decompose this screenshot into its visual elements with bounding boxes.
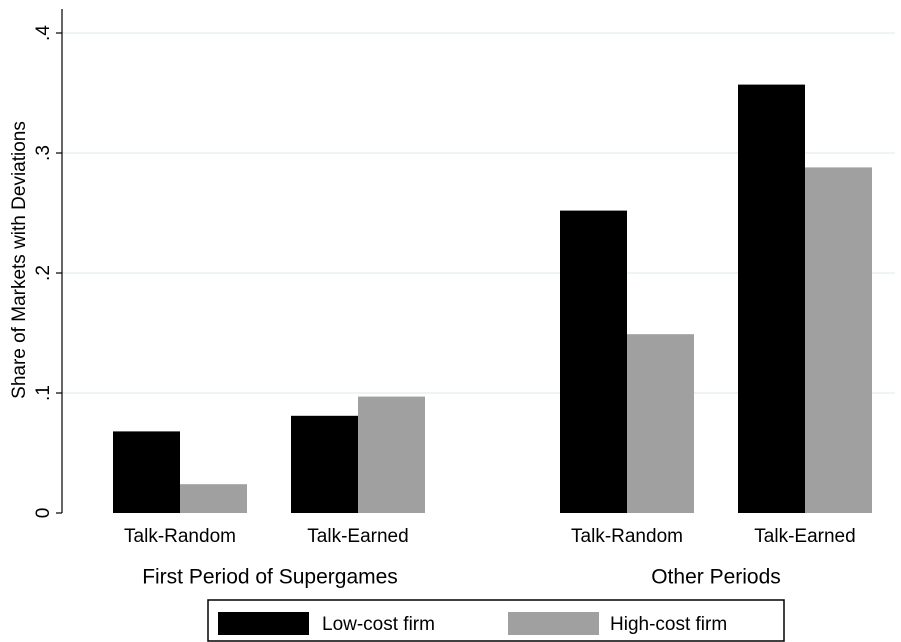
x-tick-label: Talk-Random <box>571 526 683 547</box>
bar <box>291 415 358 513</box>
x-tick-label: Talk-Random <box>124 526 236 547</box>
y-tick-label: .3 <box>33 145 54 161</box>
x-tick-label: Talk-Earned <box>307 526 408 547</box>
legend-box <box>207 599 785 642</box>
legend-label: High-cost firm <box>610 614 727 635</box>
bar <box>113 431 180 513</box>
bar <box>358 396 425 513</box>
bar <box>560 210 627 513</box>
y-tick-label: 0 <box>33 508 54 519</box>
y-axis-label: Share of Markets with Deviations <box>9 121 30 399</box>
group-label: Other Periods <box>651 566 781 589</box>
legend-label: Low-cost firm <box>322 614 435 635</box>
group-label: First Period of Supergames <box>142 566 398 589</box>
legend-swatch <box>508 612 599 635</box>
legend-swatch <box>218 612 309 635</box>
bar <box>180 484 247 513</box>
bar <box>738 84 805 513</box>
bar <box>627 334 694 513</box>
y-tick-label: .1 <box>33 385 54 401</box>
x-tick-label: Talk-Earned <box>754 526 855 547</box>
y-tick-label: .2 <box>33 265 54 281</box>
y-tick-label: .4 <box>33 25 54 41</box>
bar <box>805 167 872 513</box>
